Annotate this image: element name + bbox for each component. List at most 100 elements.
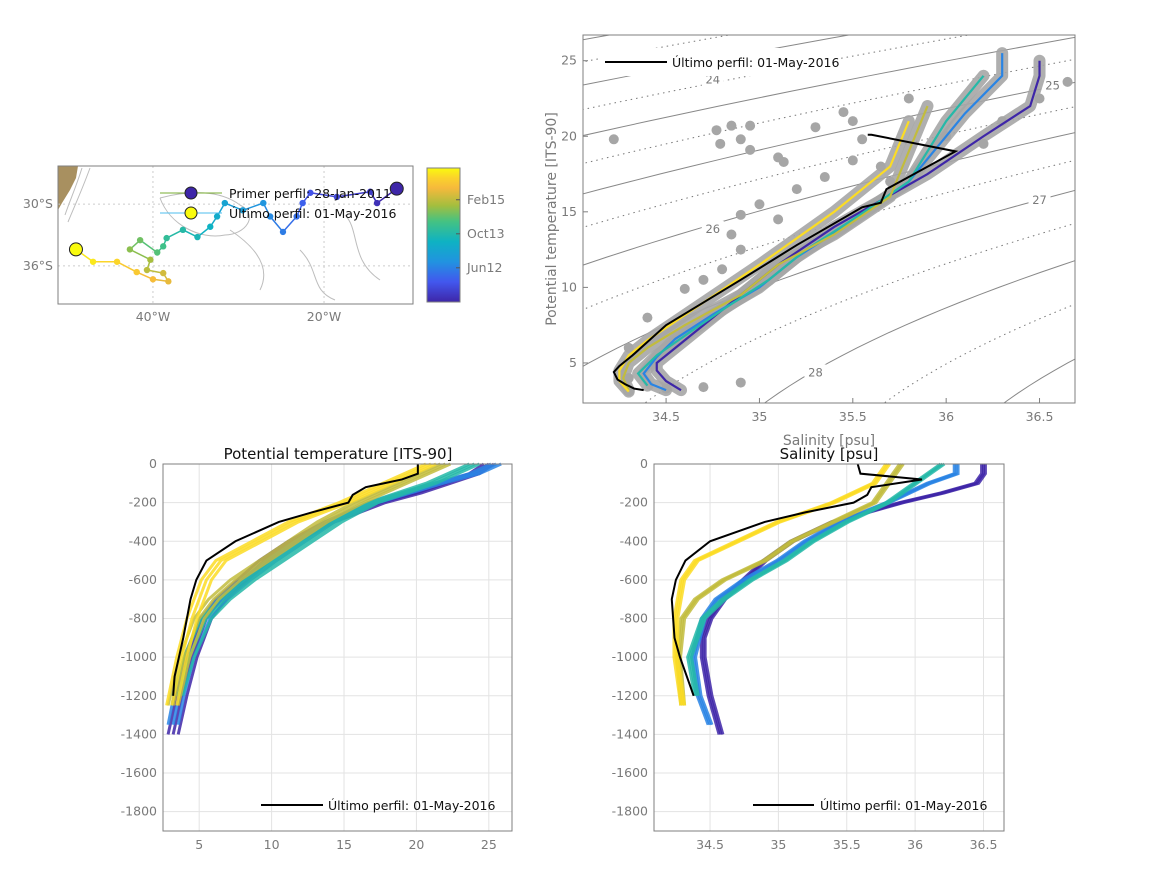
ytick-label: -1000 <box>121 649 157 664</box>
sal-legend-label: Último perfil: 01-May-2016 <box>820 798 987 813</box>
reference-point <box>838 107 849 118</box>
reference-point <box>903 93 914 104</box>
salinity-profile-plot: 34.5 35 35.5 36 36.5 0 -200 -400 -600 -800 -1000 -1… <box>612 456 1005 852</box>
isopycnal-label: 28 <box>808 366 823 380</box>
reference-point <box>847 155 858 166</box>
xtick-label: 36.5 <box>970 837 998 852</box>
reference-point <box>1062 76 1073 87</box>
map-legend: Primer perfil: 28-Jan-2011 Último perfil… <box>160 186 396 221</box>
isopycnal <box>583 36 1075 137</box>
xtick-label: 34.5 <box>696 837 724 852</box>
trajectory-point <box>373 199 381 207</box>
trajectory-point <box>293 213 300 220</box>
profile-line <box>689 462 946 697</box>
isopycnal-label-bg <box>1028 192 1051 208</box>
ytick-label: -1000 <box>612 649 648 664</box>
ytick-label: -1800 <box>612 804 648 819</box>
sal-profile-title: Salinity [psu] <box>780 445 879 463</box>
profile-line <box>176 462 452 706</box>
trajectory-point <box>149 276 157 283</box>
ytick-label: -1200 <box>612 688 648 703</box>
ts-ytick-label: 5 <box>569 355 577 370</box>
reference-point <box>735 134 746 145</box>
trajectory-point <box>179 226 187 234</box>
profile-line <box>676 463 891 706</box>
trajectory-point <box>147 256 154 263</box>
axes-box <box>162 463 513 832</box>
legend-label-last: Último perfil: 01-May-2016 <box>229 206 396 221</box>
ts-xtick-label: 35.5 <box>839 409 867 424</box>
trajectory-point <box>367 188 374 195</box>
trajectory-point <box>160 243 167 250</box>
reference-point <box>745 144 756 155</box>
ts-xtick-label: 36 <box>938 409 954 424</box>
reference-point <box>661 383 672 394</box>
axes-box <box>653 463 1005 832</box>
trajectory-point <box>126 246 134 253</box>
ts-ytick-label: 10 <box>561 279 577 294</box>
trajectory-segment <box>310 192 337 198</box>
ts-legend-label: Último perfil: 01-May-2016 <box>672 55 839 70</box>
xtick-label: 36 <box>907 837 923 852</box>
first-profile-marker <box>389 181 404 196</box>
reference-point <box>642 312 653 323</box>
sal-profile-legend: Último perfil: 01-May-2016 <box>753 798 987 813</box>
reference-point <box>726 229 737 240</box>
reference-point <box>978 138 989 149</box>
profile-ts-line <box>636 75 985 387</box>
ytick-label: 0 <box>149 456 157 471</box>
ts-ytick-label: 20 <box>561 128 577 143</box>
ts-xtick-label: 36.5 <box>1026 409 1054 424</box>
colorbar-tick-label: Feb15 <box>467 192 505 207</box>
ts-axes-box <box>582 34 1076 404</box>
temperature-profile-plot: 5 10 15 20 25 0 -200 -400 -600 -800 -1000 -1200 -140… <box>121 456 513 852</box>
xtick-label: 20 <box>408 837 424 852</box>
ytick-label: -200 <box>620 495 648 510</box>
trajectory-point <box>165 278 172 285</box>
xtick-label: 5 <box>195 837 203 852</box>
map-xtick-label: 20°W <box>307 309 342 324</box>
isopycnal <box>763 260 1075 403</box>
trajectory-point <box>143 266 151 274</box>
trajectory-segment <box>116 261 138 273</box>
reference-point <box>711 125 722 136</box>
profile-line <box>677 463 903 706</box>
profile-line <box>165 462 427 706</box>
trajectory-point <box>307 189 314 196</box>
trajectory-segment <box>269 215 284 233</box>
ytick-label: -200 <box>129 495 157 510</box>
ytick-label: -400 <box>129 533 157 548</box>
ytick-label: -1800 <box>121 804 157 819</box>
trajectory-point <box>194 233 201 241</box>
ytick-label: -600 <box>620 572 648 587</box>
xtick-label: 10 <box>264 837 280 852</box>
ytick-label: -1600 <box>612 765 648 780</box>
profile-ts-line <box>618 120 910 393</box>
ytick-label: -1400 <box>121 726 157 741</box>
profile-ts-line <box>642 53 1004 392</box>
colorbar-bar <box>426 167 461 303</box>
trajectory-point <box>239 207 246 214</box>
trajectory-point <box>113 258 121 265</box>
legend-label-first: Primer perfil: 28-Jan-2011 <box>229 186 391 201</box>
isopycnal-dotted <box>644 222 1075 403</box>
isopycnal <box>1003 358 1075 403</box>
reference-point <box>754 199 765 210</box>
reference-point <box>847 116 858 127</box>
temp-legend-label: Último perfil: 01-May-2016 <box>328 798 495 813</box>
reference-point <box>778 156 789 167</box>
colorbar-tick-label: Jun12 <box>466 260 502 275</box>
trajectory-segment <box>129 248 151 261</box>
temp-profile-title: Potential temperature [ITS-90] <box>224 445 453 463</box>
ytick-label: -800 <box>129 611 157 626</box>
profile-line <box>175 462 437 706</box>
ts-ytick-label: 25 <box>561 53 577 68</box>
reference-point <box>875 161 886 172</box>
ytick-label: -1600 <box>121 765 157 780</box>
reference-point <box>735 209 746 220</box>
ts-xtick-label: 35 <box>751 409 767 424</box>
isopycnal-label: 26 <box>705 222 720 236</box>
map-ytick-label: 30°S <box>23 196 53 211</box>
reference-point <box>791 184 802 195</box>
